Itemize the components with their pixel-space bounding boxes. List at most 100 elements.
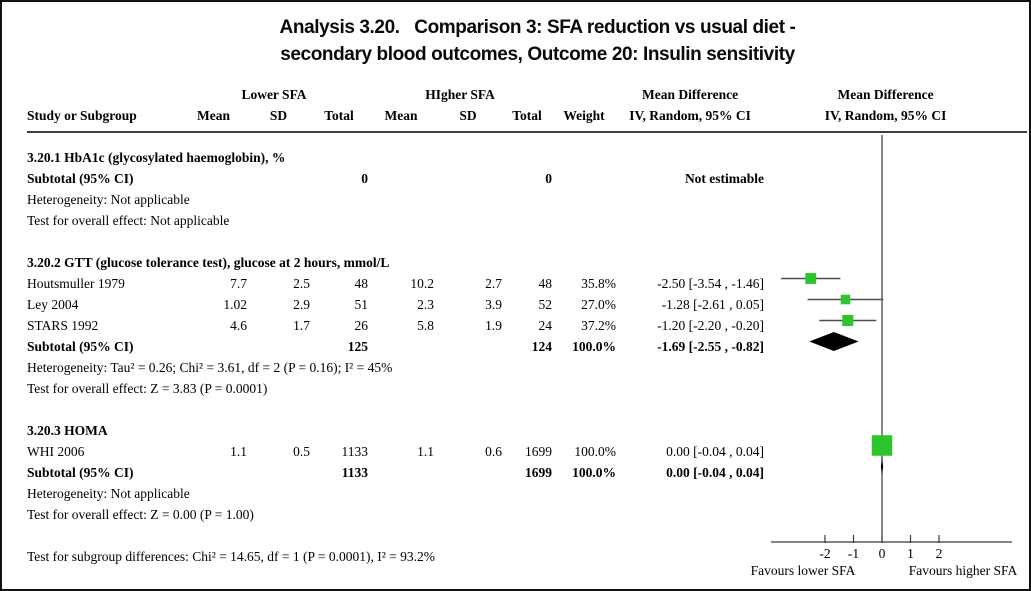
cell-sd-higher: 3.9 xyxy=(485,297,503,312)
cell-mean-lower: 1.02 xyxy=(223,297,247,312)
cell-mean-higher: 2.3 xyxy=(417,297,435,312)
col-header-total-higher: Total xyxy=(512,108,542,123)
subtotal-label: Subtotal (95% CI) xyxy=(27,339,134,354)
cell-sd-higher: 1.9 xyxy=(485,318,503,333)
section-heading-row: 3.20.1 HbA1c (glycosylated haemoglobin),… xyxy=(27,147,1007,168)
cell-weight: 37.2% xyxy=(581,318,617,333)
cell-total-higher: 24 xyxy=(538,318,553,333)
subtotal-row: Subtotal (95% CI) 0 0 Not estimable xyxy=(27,168,1007,189)
cell-sd-higher: 2.7 xyxy=(485,276,503,291)
spacer-row xyxy=(27,231,1007,252)
cell-total-higher: 1699 xyxy=(525,465,553,480)
study-row-ley-2004: Ley 2004 1.02 2.9 51 2.3 3.9 52 27.0% -1… xyxy=(27,294,1007,315)
cell-ci: 0.00 [-0.04 , 0.04] xyxy=(666,465,765,480)
heterogeneity-text: Heterogeneity: Tau² = 0.26; Chi² = 3.61,… xyxy=(27,360,393,375)
cell-sd-lower: 2.9 xyxy=(293,297,310,312)
cell-weight: 27.0% xyxy=(581,297,617,312)
cell-weight: 100.0% xyxy=(574,444,617,459)
header-column-row: Study or Subgroup Mean SD Total Mean SD … xyxy=(27,105,1007,126)
cell-ci: -1.20 [-2.20 , -0.20] xyxy=(657,318,765,333)
overall-effect-text: Test for overall effect: Z = 3.83 (P = 0… xyxy=(27,381,268,396)
subgroup-differences-row: Test for subgroup differences: Chi² = 14… xyxy=(27,546,1007,567)
cell-weight: 100.0% xyxy=(572,465,617,480)
cell-ci: -2.50 [-3.54 , -1.46] xyxy=(657,276,765,291)
cell-sd-lower: 0.5 xyxy=(293,444,310,459)
cell-study-name: WHI 2006 xyxy=(27,444,85,459)
cell-ci: -1.28 [-2.61 , 0.05] xyxy=(661,297,765,312)
cell-mean-lower: 1.1 xyxy=(230,444,247,459)
col-header-sd-higher: SD xyxy=(459,108,477,123)
study-row-whi-2006: WHI 2006 1.1 0.5 1133 1.1 0.6 1699 100.0… xyxy=(27,441,1007,462)
analysis-title: Analysis 3.20. Comparison 3: SFA reducti… xyxy=(42,14,1029,68)
cell-mean-lower: 7.7 xyxy=(230,276,247,291)
study-row-stars-1992: STARS 1992 4.6 1.7 26 5.8 1.9 24 37.2% -… xyxy=(27,315,1007,336)
heterogeneity-text: Heterogeneity: Not applicable xyxy=(27,486,190,501)
overall-effect-row: Test for overall effect: Z = 0.00 (P = 1… xyxy=(27,504,1007,525)
col-header-mean-lower: Mean xyxy=(197,108,230,123)
section-heading-row: 3.20.2 GTT (glucose tolerance test), glu… xyxy=(27,252,1007,273)
cell-mean-lower: 4.6 xyxy=(230,318,247,333)
col-header-iv-random-plot: IV, Random, 95% CI xyxy=(824,108,947,123)
cell-total-higher: 0 xyxy=(545,171,553,186)
cell-weight xyxy=(552,168,616,189)
cell-mean-higher: 5.8 xyxy=(417,318,435,333)
analysis-title-line1: Analysis 3.20. Comparison 3: SFA reducti… xyxy=(279,17,796,38)
cell-total-higher: 52 xyxy=(538,297,553,312)
col-header-mean-difference-text: Mean Difference xyxy=(642,87,739,102)
spacer-row xyxy=(27,126,1007,147)
cell-total-lower: 51 xyxy=(354,297,369,312)
cell-study-name: STARS 1992 xyxy=(27,318,99,333)
header-group-row: Lower SFA HIgher SFA Mean Difference Mea… xyxy=(27,84,1007,105)
heterogeneity-text: Heterogeneity: Not applicable xyxy=(27,192,190,207)
cell-ci: -1.69 [-2.55 , -0.82] xyxy=(657,339,765,354)
subgroup-differences-text: Test for subgroup differences: Chi² = 14… xyxy=(27,549,436,564)
cell-total-lower: 1133 xyxy=(341,444,369,459)
study-row-houtsmuller-1979: Houtsmuller 1979 7.7 2.5 48 10.2 2.7 48 … xyxy=(27,273,1007,294)
cell-mean-higher: 1.1 xyxy=(417,444,435,459)
col-header-total-lower: Total xyxy=(324,108,354,123)
cell-sd-higher: 0.6 xyxy=(485,444,503,459)
cell-total-lower: 48 xyxy=(354,276,369,291)
spacer-row xyxy=(27,525,1007,546)
cell-ci: Not estimable xyxy=(684,171,765,186)
col-header-sd-lower: SD xyxy=(269,108,288,123)
section-heading-row: 3.20.3 HOMA xyxy=(27,420,1007,441)
cell-total-higher: 124 xyxy=(531,339,553,354)
col-header-iv-random-text: IV, Random, 95% CI xyxy=(629,108,751,123)
subtotal-label: Subtotal (95% CI) xyxy=(27,465,134,480)
subtotal-row: Subtotal (95% CI) 1133 1699 100.0% 0.00 … xyxy=(27,462,1007,483)
cell-mean-higher: 10.2 xyxy=(410,276,435,291)
cell-study-name: Ley 2004 xyxy=(27,297,79,312)
header-rule xyxy=(27,131,1027,133)
header-empty xyxy=(27,84,180,105)
section-1-heading: 3.20.1 HbA1c (glycosylated haemoglobin),… xyxy=(27,150,286,165)
spacer-row xyxy=(27,399,1007,420)
cell-total-lower: 1133 xyxy=(341,465,369,480)
cell-weight: 35.8% xyxy=(581,276,617,291)
overall-effect-text: Test for overall effect: Not applicable xyxy=(27,213,230,228)
forest-plot-table: Lower SFA HIgher SFA Mean Difference Mea… xyxy=(27,84,1007,567)
section-2-heading: 3.20.2 GTT (glucose tolerance test), glu… xyxy=(27,255,390,270)
heterogeneity-row: Heterogeneity: Tau² = 0.26; Chi² = 3.61,… xyxy=(27,357,1007,378)
cell-total-higher: 48 xyxy=(538,276,553,291)
col-header-weight: Weight xyxy=(563,108,605,123)
overall-effect-row: Test for overall effect: Not applicable xyxy=(27,210,1007,231)
cell-total-lower: 26 xyxy=(354,318,369,333)
header-empty xyxy=(552,84,616,105)
col-header-mean-difference-plot: Mean Difference xyxy=(837,87,934,102)
heterogeneity-row: Heterogeneity: Not applicable xyxy=(27,483,1007,504)
cell-sd-lower: 2.5 xyxy=(293,276,310,291)
overall-effect-text: Test for overall effect: Z = 0.00 (P = 1… xyxy=(27,507,254,522)
col-group-lower-sfa: Lower SFA xyxy=(241,87,307,102)
overall-effect-row: Test for overall effect: Z = 3.83 (P = 0… xyxy=(27,378,1007,399)
analysis-title-line2: secondary blood outcomes, Outcome 20: In… xyxy=(280,44,795,65)
col-header-study: Study or Subgroup xyxy=(27,108,137,123)
cell-study-name: Houtsmuller 1979 xyxy=(27,276,125,291)
subtotal-row: Subtotal (95% CI) 125 124 100.0% -1.69 [… xyxy=(27,336,1007,357)
col-header-mean-higher: Mean xyxy=(384,108,418,123)
subtotal-label: Subtotal (95% CI) xyxy=(27,171,134,186)
cell-total-lower: 125 xyxy=(347,339,369,354)
heterogeneity-row: Heterogeneity: Not applicable xyxy=(27,189,1007,210)
cell-total-higher: 1699 xyxy=(525,444,553,459)
